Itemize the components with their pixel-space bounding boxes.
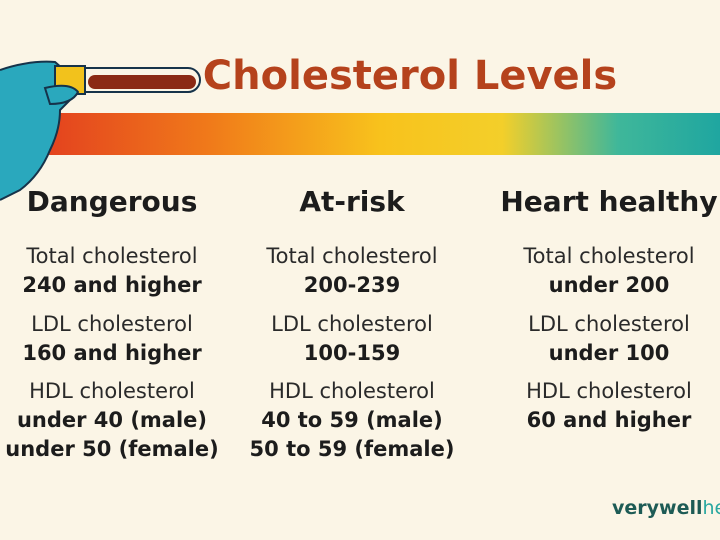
column-heading: Heart healthy xyxy=(500,185,717,218)
item-label: Total cholesterol xyxy=(25,244,197,268)
item-value: 60 and higher xyxy=(527,408,692,432)
item-value: 100-159 xyxy=(304,341,400,365)
item-label: LDL cholesterol xyxy=(271,312,433,336)
columns: Dangerous Total cholesterol 240 and higher… xyxy=(5,185,717,461)
column-heading: Dangerous xyxy=(27,185,198,218)
item-value: 160 and higher xyxy=(22,341,202,365)
item-label: HDL cholesterol xyxy=(269,379,435,403)
item-value: under 50 (female) xyxy=(5,437,218,461)
title: Cholesterol Levels xyxy=(203,53,617,99)
glove-and-tube xyxy=(0,60,201,201)
item-value: under 40 (male) xyxy=(17,408,207,432)
brand-second: health xyxy=(703,497,720,519)
gradient-bar xyxy=(40,113,720,155)
item-label: Total cholesterol xyxy=(265,244,437,268)
item-value: under 100 xyxy=(549,341,670,365)
item-label: LDL cholesterol xyxy=(31,312,193,336)
item-value: under 200 xyxy=(549,273,670,297)
item-value: 240 and higher xyxy=(22,273,202,297)
item-label: HDL cholesterol xyxy=(526,379,692,403)
item-value: 200-239 xyxy=(304,273,400,297)
column-heading: At-risk xyxy=(299,185,406,218)
brand-first: verywell xyxy=(612,497,703,519)
item-label: LDL cholesterol xyxy=(528,312,690,336)
item-value: 50 to 59 (female) xyxy=(250,437,455,461)
item-label: HDL cholesterol xyxy=(29,379,195,403)
item-label: Total cholesterol xyxy=(522,244,694,268)
brand: verywellhealth xyxy=(612,497,720,519)
item-value: 40 to 59 (male) xyxy=(261,408,443,432)
